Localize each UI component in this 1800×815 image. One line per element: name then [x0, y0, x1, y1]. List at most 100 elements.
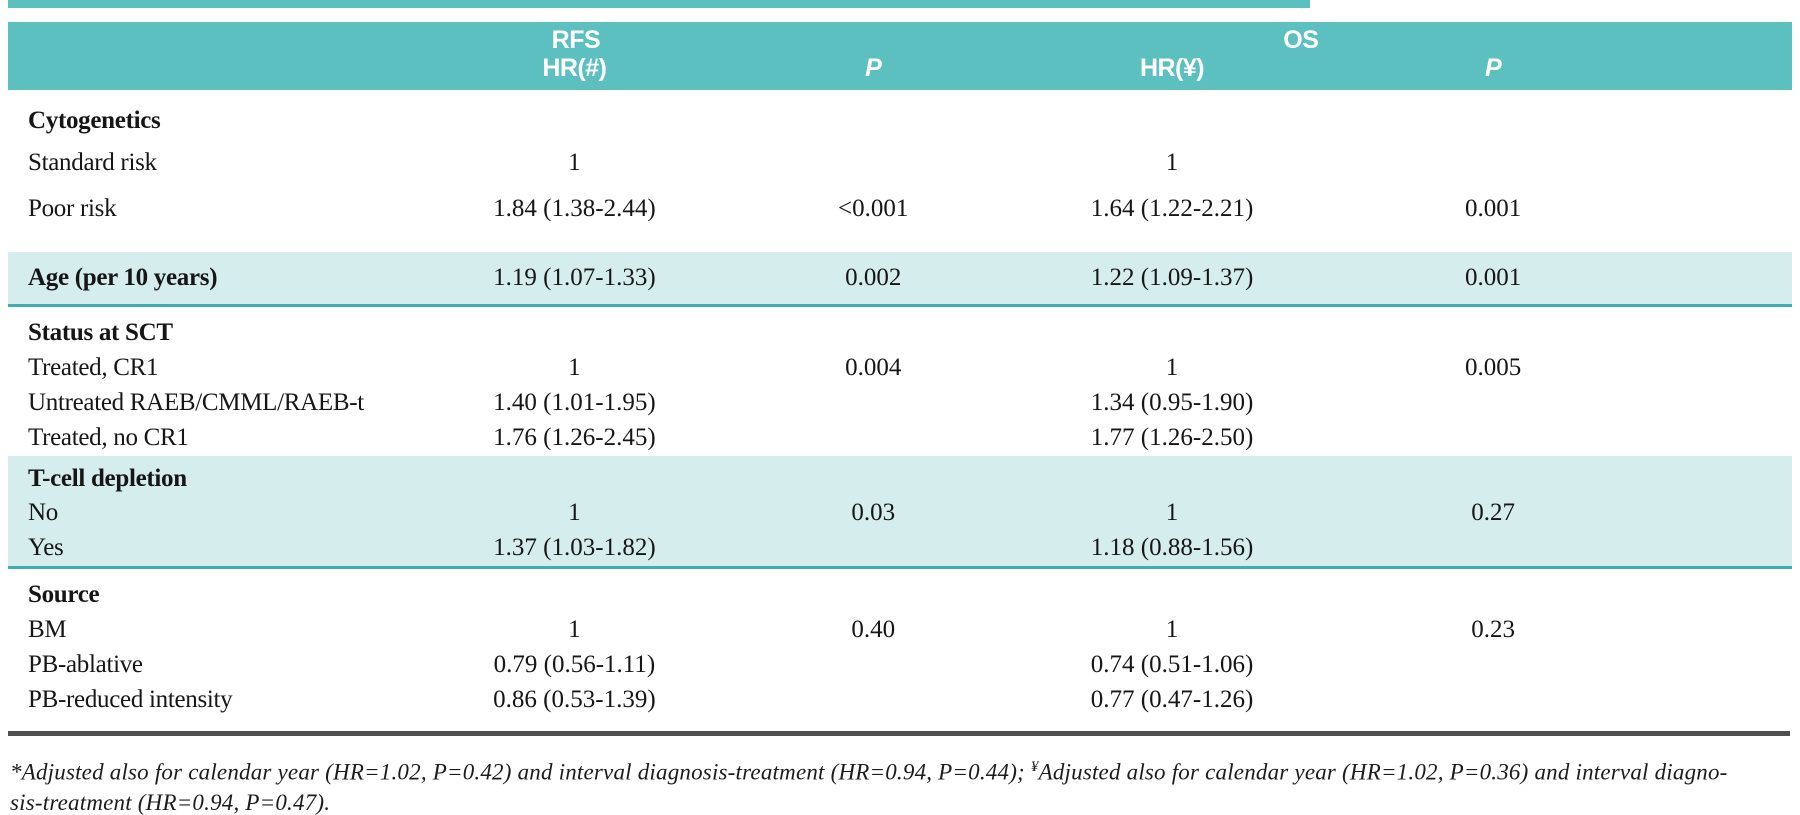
os-hr-cell: 1 — [1165, 149, 1179, 176]
filler-cell — [1685, 613, 1792, 648]
row-label: Treated, no CR1 — [28, 424, 189, 451]
rfs-hr-cell: 0.79 (0.56-1.11) — [493, 651, 656, 678]
filler-cell — [1684, 252, 1792, 307]
filler-cell — [1684, 456, 1792, 496]
top-accent-strip — [8, 0, 1310, 8]
os-hr-cell: 1.64 (1.22-2.21) — [1090, 195, 1254, 222]
column-header-row: HR(#) P HR(¥) P — [8, 54, 1792, 90]
rfs-p-cell — [703, 531, 1043, 569]
column-header-os-p: P — [1301, 54, 1685, 90]
column-group-rfs: RFS — [551, 26, 601, 54]
row-label: Status at SCT — [28, 319, 173, 346]
row-label: Age (per 10 years) — [8, 252, 446, 307]
rfs-hr-cell: 1 — [445, 496, 704, 531]
row-label: Cytogenetics — [28, 107, 161, 134]
filler-cell — [1685, 568, 1792, 614]
os-hr-cell: 1 — [1165, 354, 1179, 381]
os-p-cell — [1301, 140, 1685, 186]
table-row-treated-no-cr1: Treated, no CR1 1.76 (1.26-2.45) 1.77 (1… — [8, 421, 1792, 456]
footnote: *Adjusted also for calendar year (HR=1.0… — [10, 752, 1792, 815]
table-row-tcd-no: No 1 0.03 1 0.27 — [8, 496, 1792, 531]
row-label: Standard risk — [28, 149, 157, 176]
row-label: PB-ablative — [28, 651, 143, 678]
rfs-hr-cell: 1.40 (1.01-1.95) — [493, 389, 656, 416]
filler-cell — [1685, 683, 1792, 731]
column-group-os-cell: OS — [1042, 22, 1685, 54]
os-hr-cell: 0.77 (0.47-1.26) — [1090, 686, 1254, 713]
row-label: Poor risk — [28, 195, 117, 222]
section-row-t-cell-depletion: T-cell depletion — [8, 456, 1792, 496]
column-header-rfs-hr: HR(#) — [445, 54, 704, 90]
rfs-p-cell — [704, 683, 1043, 731]
os-hr-cell — [1042, 456, 1302, 496]
os-p-cell — [1301, 306, 1685, 352]
rfs-p-cell: 0.002 — [703, 252, 1043, 307]
rfs-p-cell — [704, 568, 1043, 614]
row-label: No — [8, 496, 446, 531]
section-row-source: Source — [8, 568, 1792, 614]
footnote-text-line1-pre: *Adjusted also for calendar year (HR=1.0… — [10, 759, 1031, 785]
column-header-os-hr: HR(¥) — [1042, 54, 1302, 90]
table-row-bm: BM 1 0.40 1 0.23 — [8, 613, 1792, 648]
table-row-pb-ablative: PB-ablative 0.79 (0.56-1.11) 0.74 (0.51-… — [8, 648, 1792, 683]
row-label: Yes — [8, 531, 446, 569]
os-hr-cell: 1 — [1165, 616, 1179, 643]
table-row-untreated-raeb: Untreated RAEB/CMML/RAEB-t 1.40 (1.01-1.… — [8, 386, 1792, 421]
rfs-hr-cell: 1 — [568, 149, 581, 176]
table-row-pb-reduced: PB-reduced intensity 0.86 (0.53-1.39) 0.… — [8, 683, 1792, 731]
filler-cell — [1685, 306, 1792, 352]
os-p-cell — [1301, 531, 1685, 569]
os-p-cell — [1301, 90, 1685, 140]
filler-cell — [1685, 186, 1792, 252]
rfs-hr-cell: 1.84 (1.38-2.44) — [493, 195, 656, 222]
os-hr-cell: 1.34 (0.95-1.90) — [1090, 389, 1254, 416]
table-row-age: Age (per 10 years) 1.19 (1.07-1.33) 0.00… — [8, 252, 1792, 307]
header-spacer — [1684, 22, 1792, 54]
row-label: BM — [28, 616, 67, 643]
rfs-p-cell: 0.004 — [845, 354, 902, 381]
column-group-os: OS — [1283, 26, 1319, 54]
os-hr-cell: 0.74 (0.51-1.06) — [1090, 651, 1254, 678]
table-row-poor-risk: Poor risk 1.84 (1.38-2.44) <0.001 1.64 (… — [8, 186, 1792, 252]
header-spacer — [8, 22, 446, 54]
os-p-cell — [1301, 683, 1685, 731]
row-label: PB-reduced intensity — [28, 686, 233, 713]
multivariate-analysis-table: RFS OS HR(#) P HR(¥) P Cytogenetics — [8, 22, 1792, 731]
rfs-hr-cell — [445, 90, 704, 140]
footnote-marker-os: ¥ — [1030, 759, 1039, 775]
filler-cell — [1684, 531, 1792, 569]
column-group-rfs-cell: RFS — [445, 22, 1043, 54]
table-body: Cytogenetics Standard risk 1 1 Poor risk… — [8, 90, 1792, 731]
os-hr-cell: 1.22 (1.09-1.37) — [1042, 252, 1302, 307]
table-row-tcd-yes: Yes 1.37 (1.03-1.82) 1.18 (0.88-1.56) — [8, 531, 1792, 569]
os-p-cell: 0.001 — [1301, 252, 1685, 307]
row-label: Source — [28, 581, 100, 608]
rfs-p-cell: <0.001 — [838, 195, 909, 222]
os-p-cell — [1301, 386, 1685, 421]
filler-cell — [1685, 90, 1792, 140]
os-p-cell: 0.27 — [1301, 496, 1685, 531]
column-group-row: RFS OS — [8, 22, 1792, 54]
rfs-hr-cell: 0.86 (0.53-1.39) — [493, 686, 656, 713]
os-p-cell: 0.001 — [1465, 195, 1522, 222]
rfs-hr-cell: 1 — [568, 616, 581, 643]
footnote-text-line2: sis-treatment (HR=0.94, P=0.47). — [10, 789, 331, 815]
rfs-hr-cell: 1.37 (1.03-1.82) — [445, 531, 704, 569]
rfs-p-cell: 0.40 — [851, 616, 896, 643]
rfs-p-cell — [704, 306, 1043, 352]
rfs-hr-cell: 1.19 (1.07-1.33) — [445, 252, 704, 307]
footnote-text-line1-post: Adjusted also for calendar year (HR=1.02… — [1038, 759, 1728, 785]
os-hr-cell: 1.77 (1.26-2.50) — [1090, 424, 1254, 451]
os-p-cell — [1301, 421, 1685, 456]
os-p-cell: 0.005 — [1465, 354, 1522, 381]
table-header: RFS OS HR(#) P HR(¥) P — [8, 22, 1792, 90]
rfs-p-cell — [704, 90, 1043, 140]
section-row-status-at-sct: Status at SCT — [8, 306, 1792, 352]
os-hr-cell — [1043, 90, 1302, 140]
os-hr-cell — [1043, 306, 1302, 352]
table-row-treated-cr1: Treated, CR1 1 0.004 1 0.005 — [8, 351, 1792, 386]
os-p-cell — [1301, 648, 1685, 683]
rfs-p-cell — [704, 140, 1043, 186]
row-label: Treated, CR1 — [28, 354, 159, 381]
